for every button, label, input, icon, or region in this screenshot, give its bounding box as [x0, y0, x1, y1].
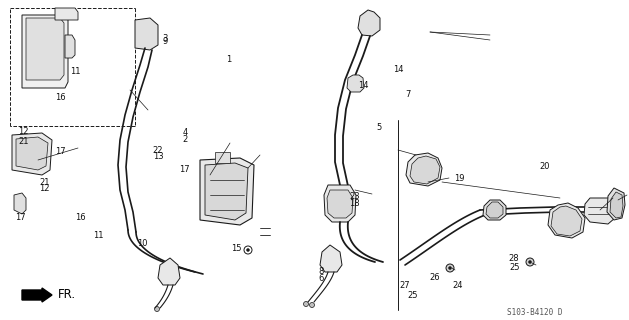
Polygon shape: [65, 35, 75, 58]
Ellipse shape: [333, 196, 347, 214]
Ellipse shape: [39, 45, 49, 59]
Polygon shape: [610, 192, 623, 218]
Text: 16: 16: [75, 213, 86, 222]
Polygon shape: [215, 152, 230, 163]
Text: 8: 8: [318, 267, 324, 276]
Polygon shape: [205, 163, 248, 220]
Text: 28: 28: [508, 254, 519, 263]
Polygon shape: [486, 202, 503, 218]
Text: 11: 11: [70, 68, 81, 76]
Text: 17: 17: [15, 213, 26, 222]
Text: 6: 6: [318, 274, 324, 283]
Polygon shape: [410, 156, 440, 184]
Text: 14: 14: [393, 65, 404, 74]
Text: 22: 22: [153, 146, 164, 155]
Ellipse shape: [155, 307, 160, 311]
Text: 24: 24: [453, 281, 464, 290]
Ellipse shape: [526, 258, 534, 266]
Text: 20: 20: [540, 162, 550, 171]
Polygon shape: [22, 15, 68, 88]
Text: 21: 21: [18, 138, 28, 147]
Text: 26: 26: [429, 273, 440, 282]
Text: 18: 18: [349, 199, 360, 208]
Text: 17: 17: [179, 165, 190, 174]
Ellipse shape: [18, 199, 23, 205]
Text: 17: 17: [55, 148, 66, 156]
Polygon shape: [406, 153, 442, 186]
Text: 1: 1: [226, 55, 231, 64]
Polygon shape: [158, 258, 180, 285]
Polygon shape: [12, 133, 52, 175]
Polygon shape: [16, 137, 48, 170]
Text: 2: 2: [182, 135, 187, 144]
Text: 10: 10: [137, 239, 148, 248]
Ellipse shape: [304, 301, 308, 307]
Text: 19: 19: [454, 174, 465, 183]
Text: 7: 7: [406, 90, 411, 99]
Polygon shape: [26, 18, 64, 80]
Polygon shape: [14, 193, 26, 214]
Text: 21: 21: [39, 178, 50, 187]
Ellipse shape: [446, 264, 454, 272]
Ellipse shape: [219, 154, 225, 160]
Ellipse shape: [528, 260, 532, 263]
Polygon shape: [548, 203, 585, 238]
Ellipse shape: [33, 37, 55, 67]
Text: 12: 12: [18, 126, 28, 135]
Polygon shape: [584, 198, 617, 224]
Polygon shape: [483, 200, 506, 220]
Polygon shape: [55, 8, 78, 20]
Text: 25: 25: [408, 292, 418, 300]
Text: 14: 14: [359, 81, 369, 90]
Ellipse shape: [309, 302, 314, 308]
Polygon shape: [347, 75, 364, 92]
Text: 23: 23: [349, 192, 360, 201]
Text: 12: 12: [39, 184, 50, 193]
Text: 15: 15: [231, 244, 242, 253]
Polygon shape: [324, 185, 356, 222]
Polygon shape: [551, 206, 582, 236]
Polygon shape: [358, 10, 380, 36]
Polygon shape: [607, 188, 625, 220]
Text: 16: 16: [55, 93, 65, 102]
Ellipse shape: [448, 267, 452, 269]
Text: 3: 3: [162, 34, 168, 43]
Polygon shape: [200, 158, 254, 225]
Text: S103-B4120 D: S103-B4120 D: [508, 308, 563, 317]
Text: 4: 4: [182, 128, 187, 137]
Ellipse shape: [244, 246, 252, 254]
Ellipse shape: [560, 213, 572, 227]
Text: 5: 5: [376, 124, 381, 132]
Ellipse shape: [247, 249, 250, 252]
Text: 9: 9: [162, 37, 167, 46]
Polygon shape: [320, 245, 342, 272]
Text: FR.: FR.: [58, 289, 76, 301]
Polygon shape: [135, 18, 158, 50]
Text: 27: 27: [399, 281, 410, 290]
Text: 11: 11: [93, 231, 104, 240]
Ellipse shape: [28, 74, 33, 78]
Text: 25: 25: [509, 263, 520, 272]
Polygon shape: [327, 190, 353, 218]
FancyArrow shape: [22, 288, 52, 302]
Text: 13: 13: [153, 152, 164, 161]
